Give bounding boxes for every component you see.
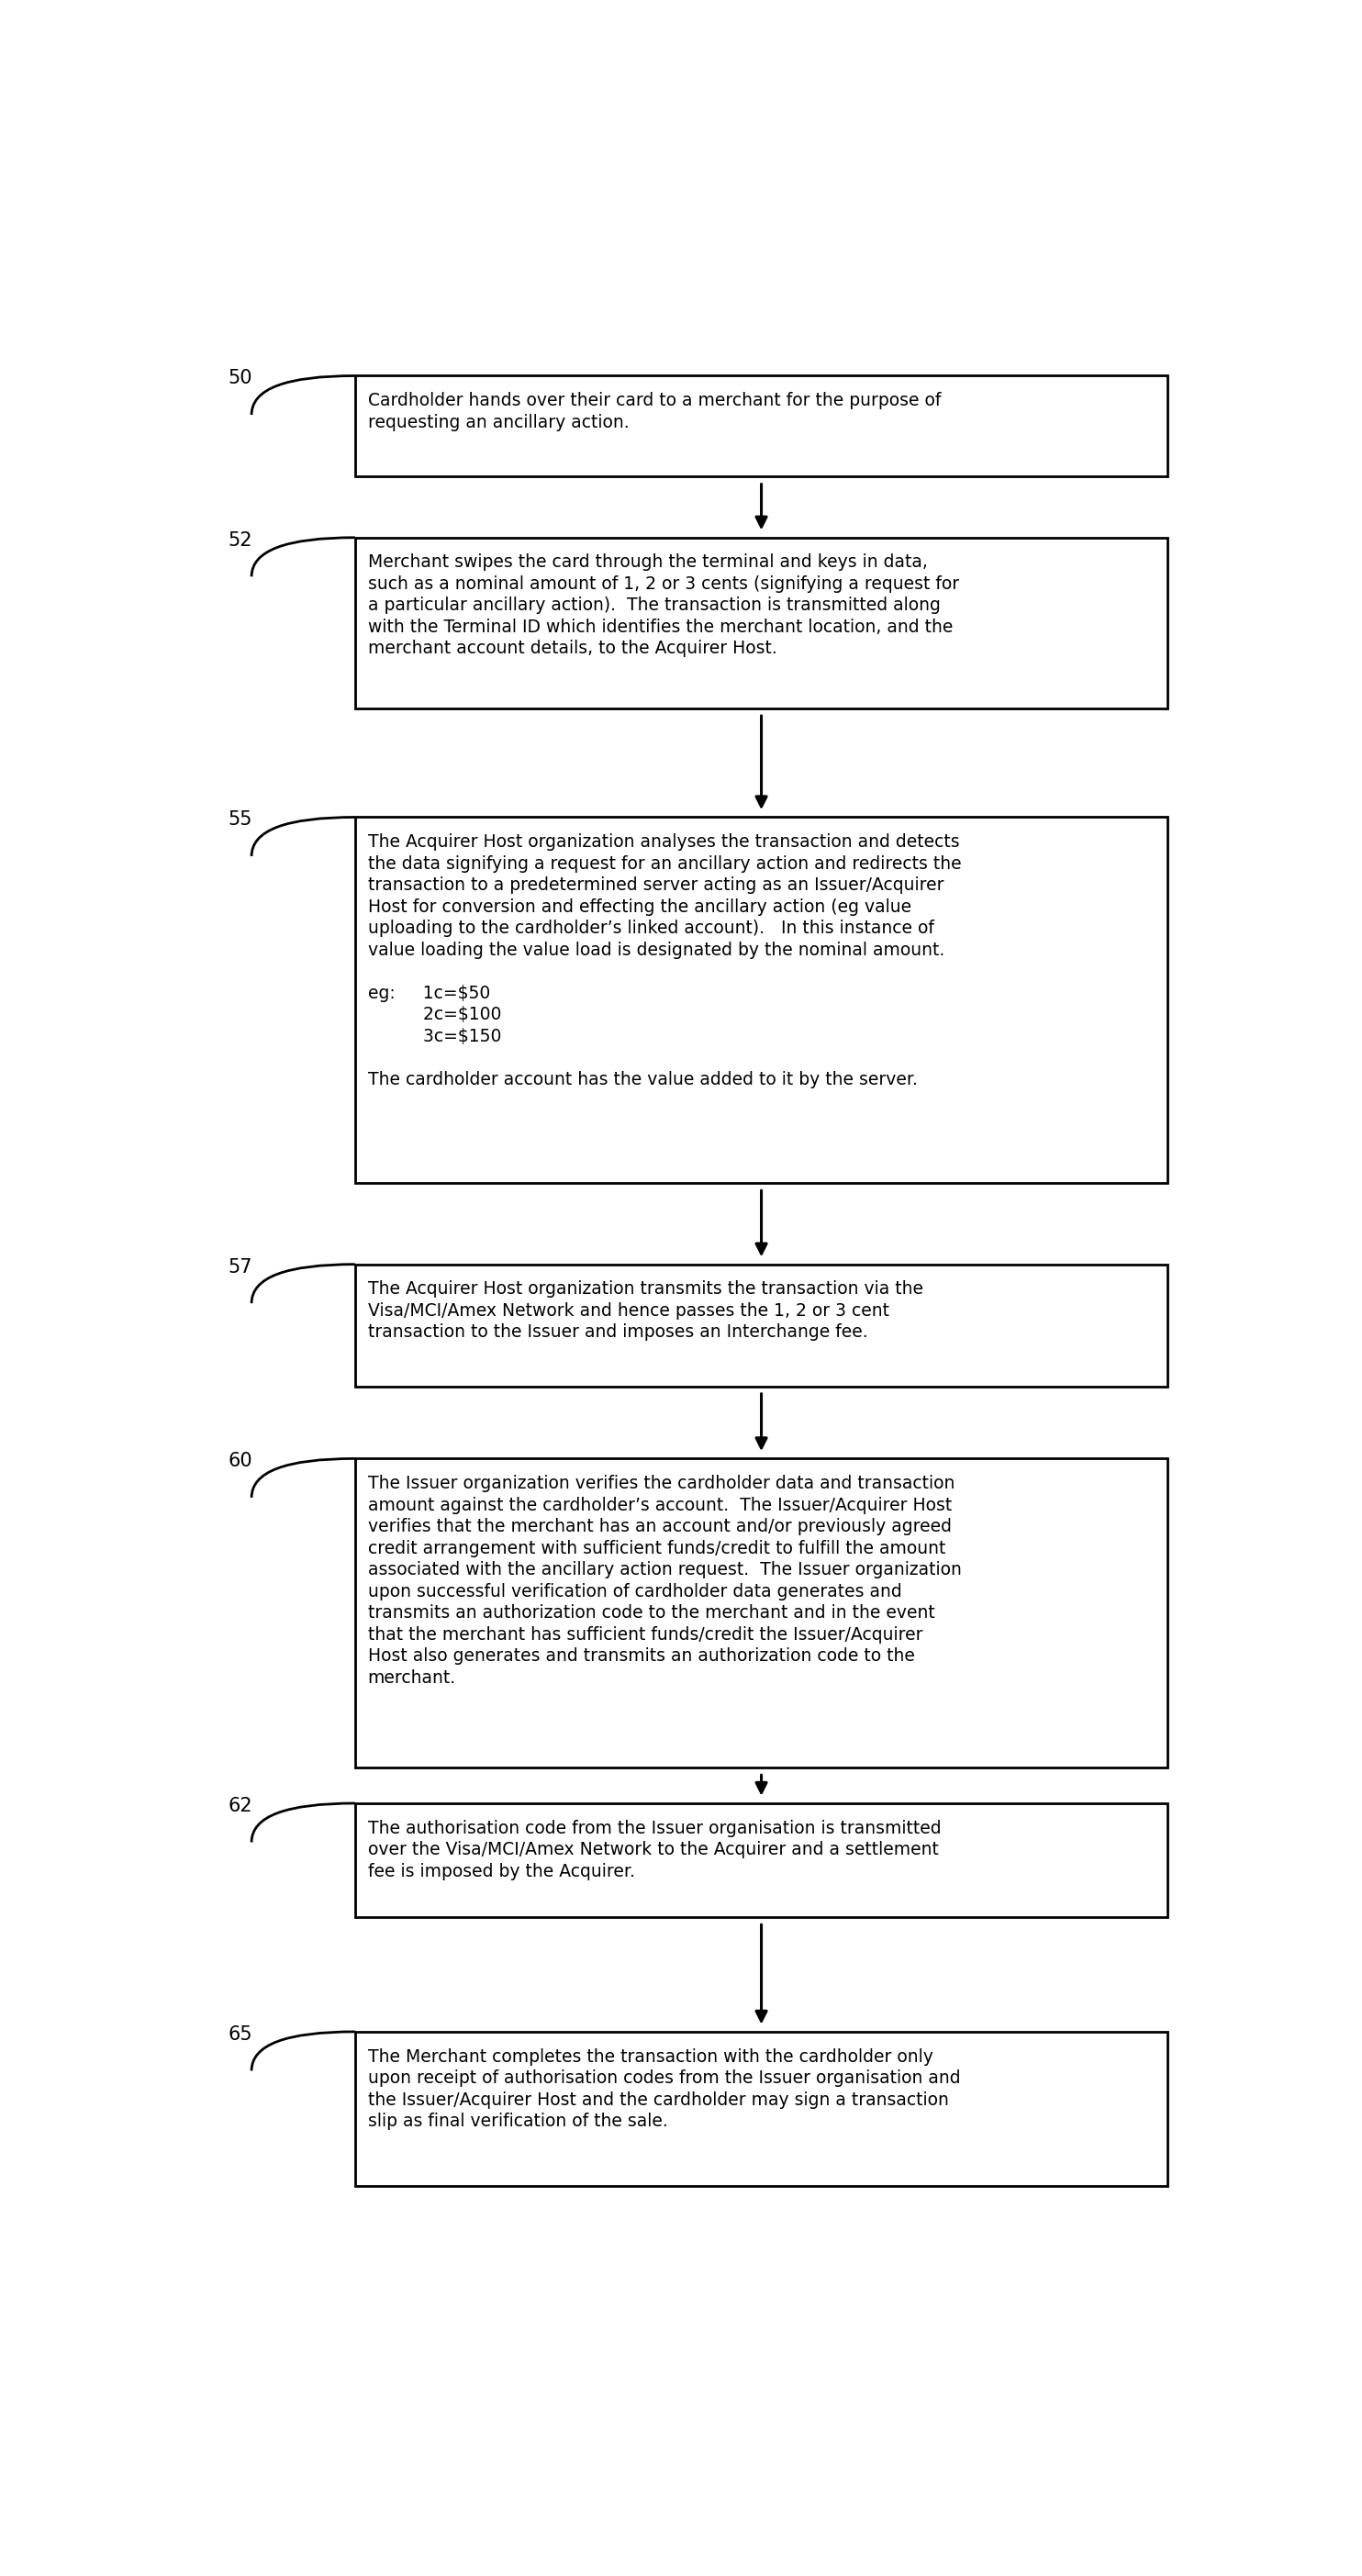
- Text: The Merchant completes the transaction with the cardholder only
upon receipt of : The Merchant completes the transaction w…: [368, 2048, 960, 2130]
- Text: 60: 60: [229, 1453, 253, 1471]
- FancyBboxPatch shape: [355, 376, 1167, 477]
- FancyBboxPatch shape: [355, 817, 1167, 1182]
- FancyBboxPatch shape: [355, 1265, 1167, 1386]
- Text: The Acquirer Host organization analyses the transaction and detects
the data sig: The Acquirer Host organization analyses …: [368, 835, 962, 1087]
- FancyBboxPatch shape: [355, 1458, 1167, 1767]
- Text: 65: 65: [229, 2025, 253, 2043]
- Text: The authorisation code from the Issuer organisation is transmitted
over the Visa: The authorisation code from the Issuer o…: [368, 1819, 941, 1880]
- FancyBboxPatch shape: [355, 538, 1167, 708]
- Text: The Issuer organization verifies the cardholder data and transaction
amount agai: The Issuer organization verifies the car…: [368, 1476, 962, 1687]
- Text: 57: 57: [229, 1257, 252, 1275]
- Text: 52: 52: [229, 531, 252, 549]
- FancyBboxPatch shape: [355, 1803, 1167, 1917]
- FancyBboxPatch shape: [355, 2032, 1167, 2187]
- Text: Merchant swipes the card through the terminal and keys in data,
such as a nomina: Merchant swipes the card through the ter…: [368, 554, 959, 657]
- Text: Cardholder hands over their card to a merchant for the purpose of
requesting an : Cardholder hands over their card to a me…: [368, 392, 941, 430]
- Text: 62: 62: [229, 1798, 253, 1816]
- Text: The Acquirer Host organization transmits the transaction via the
Visa/MCI/Amex N: The Acquirer Host organization transmits…: [368, 1280, 923, 1342]
- Text: 55: 55: [229, 811, 252, 829]
- Text: 50: 50: [229, 368, 252, 386]
